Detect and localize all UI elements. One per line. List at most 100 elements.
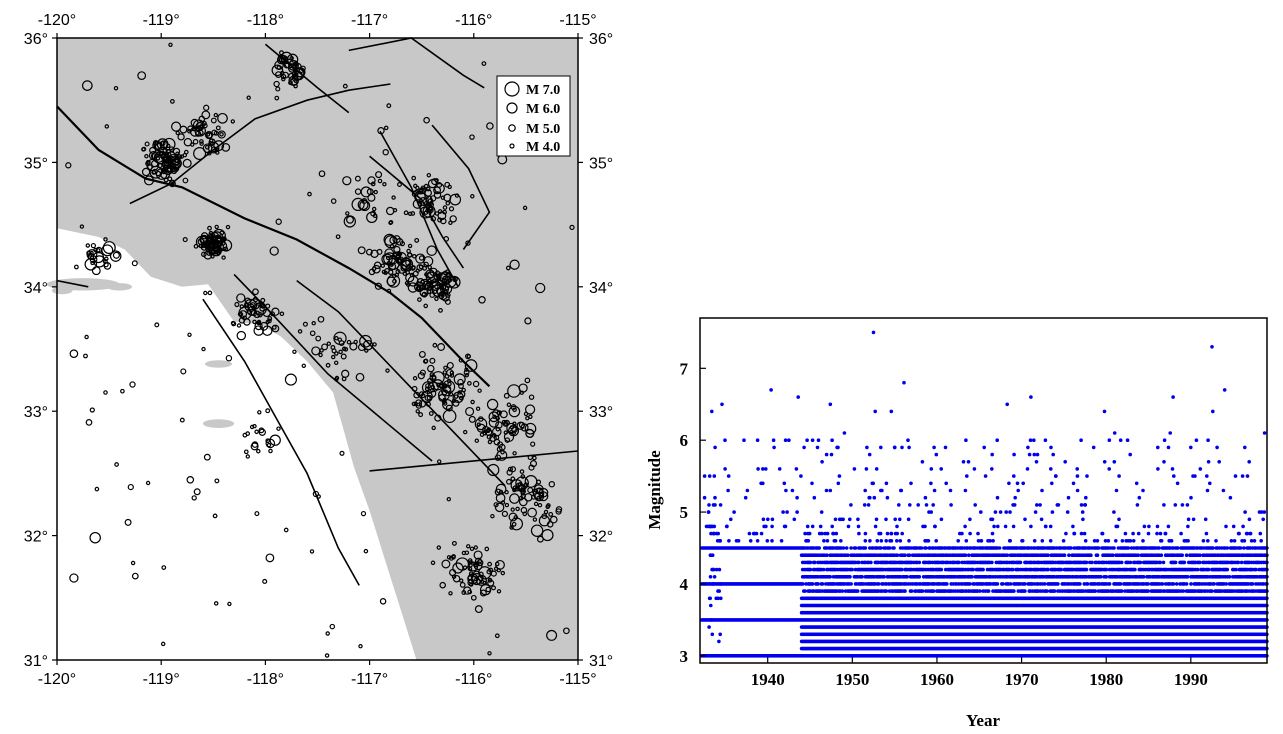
- ts-data-point: [892, 546, 896, 550]
- ts-data-point: [821, 582, 825, 586]
- ts-data-point: [809, 568, 813, 572]
- ts-data-point: [964, 553, 968, 557]
- map-y-tick-label-right: 36°: [589, 31, 613, 48]
- ts-data-point: [903, 553, 907, 557]
- ts-data-point: [918, 561, 922, 565]
- ts-data-point: [940, 568, 944, 572]
- ts-data-point: [990, 561, 994, 565]
- ts-data-point: [971, 568, 975, 572]
- ts-data-point: [1011, 568, 1015, 572]
- ts-data-point: [987, 589, 991, 593]
- map-y-tick-label-left: 31°: [24, 653, 48, 670]
- ts-data-point: [888, 546, 892, 550]
- ts-data-point: [860, 575, 864, 579]
- map-y-tick-label-right: 34°: [589, 280, 613, 297]
- ts-data-point: [1019, 561, 1023, 565]
- ts-data-point: [903, 589, 907, 593]
- ts-data-point: [825, 553, 829, 557]
- ts-data-point: [918, 575, 922, 579]
- ts-data-point: [854, 546, 858, 550]
- ts-data-point: [921, 589, 925, 593]
- ts-data-point: [828, 575, 832, 579]
- ts-data-point: [1043, 582, 1047, 586]
- ts-data-point: [1069, 546, 1073, 550]
- ts-data-point: [945, 582, 949, 586]
- ts-data-point: [1001, 582, 1005, 586]
- map-x-tick-label-top: -118°: [247, 12, 284, 29]
- map-y-tick-label-right: 33°: [589, 404, 613, 421]
- map-x-tick-label-bottom: -118°: [247, 671, 284, 688]
- ts-data-point: [864, 546, 868, 550]
- ts-data-point: [842, 546, 846, 550]
- map-y-tick-label-left: 32°: [24, 529, 48, 546]
- ts-data-point: [813, 561, 817, 565]
- magnitude-legend: M 7.0 M 6.0 M 5.0 M 4.0: [497, 76, 570, 156]
- ts-data-point: [845, 546, 849, 550]
- map-x-tick-label-top: -115°: [559, 12, 596, 29]
- ts-data-point: [841, 589, 845, 593]
- ts-data-point: [811, 582, 815, 586]
- ts-data-point: [1045, 589, 1049, 593]
- ts-data-point: [967, 553, 971, 557]
- ts-data-point: [920, 546, 924, 550]
- map-x-tick-label-top: -117°: [351, 12, 388, 29]
- map-x-tick-label-bottom: -116°: [455, 671, 492, 688]
- ts-data-point: [1053, 589, 1057, 593]
- ts-data-point: [1067, 553, 1071, 557]
- ts-data-point: [908, 553, 912, 557]
- ts-data-point: [996, 582, 1000, 586]
- epicenter-map: -120°-120°-119°-119°-118°-118°-117°-117°…: [0, 0, 630, 734]
- ts-data-point: [900, 568, 904, 572]
- ts-data-point: [896, 553, 900, 557]
- ts-data-point: [869, 561, 873, 565]
- ts-data-point: [877, 582, 881, 586]
- ts-data-point: [1006, 553, 1010, 557]
- ts-data-point: [905, 575, 909, 579]
- ts-data-point: [932, 589, 936, 593]
- map-x-tick-label-bottom: -119°: [143, 671, 180, 688]
- ts-data-point: [846, 553, 850, 557]
- ts-data-point: [1046, 553, 1050, 557]
- ts-data-point: [803, 589, 807, 593]
- ts-data-point: [910, 589, 914, 593]
- ts-data-point: [924, 546, 928, 550]
- ts-data-point: [882, 575, 886, 579]
- island-2: [205, 360, 232, 367]
- map-x-tick-label-top: -119°: [143, 12, 180, 29]
- map-y-tick-label-right: 35°: [589, 155, 613, 172]
- legend-label-m5: M 5.0: [526, 122, 560, 137]
- ts-data-point: [1009, 582, 1013, 586]
- ts-data-point: [970, 575, 974, 579]
- legend-label-m7: M 7.0: [526, 83, 560, 98]
- map-y-tick-label-left: 35°: [24, 155, 48, 172]
- ts-data-point: [978, 589, 982, 593]
- ts-data-point: [957, 561, 961, 565]
- map-y-tick-label-left: 34°: [24, 280, 48, 297]
- map-y-tick-label-left: 36°: [24, 31, 48, 48]
- ts-data-point: [857, 561, 861, 565]
- ts-data-point: [1023, 582, 1027, 586]
- ts-data-point: [801, 582, 805, 586]
- ts-data-point: [885, 589, 889, 593]
- map-y-tick-label-left: 33°: [24, 404, 48, 421]
- island-3: [203, 419, 234, 428]
- ts-data-point: [1059, 568, 1063, 572]
- ts-data-point: [1023, 589, 1027, 593]
- ts-data-point: [879, 546, 883, 550]
- legend-label-m6: M 6.0: [526, 102, 560, 117]
- ts-data-point: [817, 546, 821, 550]
- map-x-tick-label-bottom: -120°: [38, 671, 76, 688]
- map-y-tick-label-right: 32°: [589, 529, 613, 546]
- map-x-tick-label-bottom: -115°: [559, 671, 596, 688]
- ts-data-point: [849, 546, 853, 550]
- island-4: [52, 287, 73, 294]
- ts-data-point: [822, 568, 826, 572]
- ts-data-point: [1012, 589, 1016, 593]
- ts-data-point: [1046, 568, 1050, 572]
- ts-data-point: [1056, 582, 1060, 586]
- ts-data-point: [809, 561, 813, 565]
- ts-data-point: [850, 568, 854, 572]
- ts-data-points: [700, 331, 1269, 658]
- ts-data-point: [968, 582, 972, 586]
- ts-data-point: [1063, 553, 1067, 557]
